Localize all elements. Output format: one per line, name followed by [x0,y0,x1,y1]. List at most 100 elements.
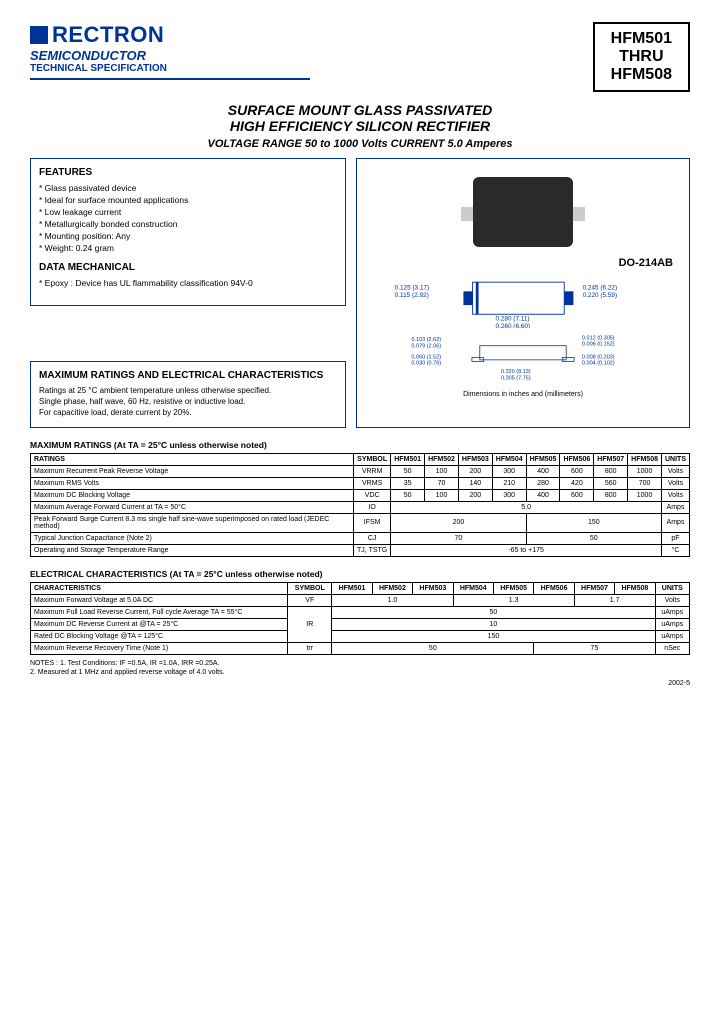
title-line-2: HIGH EFFICIENCY SILICON RECTIFIER [30,118,690,134]
unit-cell: uAmps [655,630,689,642]
value-cell: 150 [526,513,661,532]
svg-text:0.103 (2.62): 0.103 (2.62) [411,337,441,343]
package-label: DO-214AB [373,257,673,269]
value-cell: 600 [560,489,594,501]
table-row: Maximum DC Blocking VoltageVDC5010020030… [31,489,690,501]
value-cell: 400 [526,489,560,501]
unit-cell: Volts [661,465,689,477]
version: 2002-5 [30,680,690,687]
table-row: Maximum RMS VoltsVRMS3570140210280420560… [31,477,690,489]
value-cell: 50 [332,642,534,654]
table-header: HFM501 [332,582,372,594]
value-cell: 140 [458,477,492,489]
notes: NOTES : 1. Test Conditions: IF =0.5A, IR… [30,659,690,679]
value-cell: 800 [594,465,628,477]
symbol-cell: CJ [354,532,391,544]
note-2: 2. Measured at 1 MHz and applied reverse… [30,668,690,678]
value-cell: 400 [526,465,560,477]
table-header: HFM508 [615,582,655,594]
symbol-cell: IO [354,501,391,513]
symbol-cell: VF [288,594,332,606]
symbol-cell: IR [288,606,332,642]
value-cell: 800 [594,489,628,501]
value-cell: 50 [332,606,655,618]
mechanical-item: Epoxy : Device has UL flammability class… [39,277,337,289]
logo: RECTRON [30,22,593,48]
elec-char-table-title: ELECTRICAL CHARACTERISTICS (At TA = 25°C… [30,569,690,579]
value-cell: 70 [425,477,459,489]
table-header: SYMBOL [354,453,391,465]
svg-text:0.260 (6.60): 0.260 (6.60) [496,323,531,328]
rating-label: Maximum Recurrent Peak Reverse Voltage [31,465,354,477]
table-row: Maximum Recurrent Peak Reverse VoltageVR… [31,465,690,477]
table-header: HFM502 [372,582,412,594]
unit-cell: Amps [661,513,689,532]
svg-text:0.030 (0.76): 0.030 (0.76) [411,361,441,367]
rating-label: Maximum DC Reverse Current at @TA = 25°C [31,618,288,630]
feature-item: Low leakage current [39,206,337,218]
svg-text:0.245 (6.22): 0.245 (6.22) [583,285,618,292]
subtitle-semiconductor: SEMICONDUCTOR [30,48,593,63]
table-header: HFM506 [534,582,574,594]
table-row: Maximum Average Forward Current at TA = … [31,501,690,513]
table-header: HFM502 [425,453,459,465]
max-ratings-box: MAXIMUM RATINGS AND ELECTRICAL CHARACTER… [30,361,346,428]
table-header: HFM506 [560,453,594,465]
value-cell: 420 [560,477,594,489]
dimensions-note: Dimensions in inches and (millimeters) [365,391,681,398]
svg-text:0.220 (5.59): 0.220 (5.59) [583,292,618,299]
part-thru: THRU [611,48,672,66]
rating-label: Maximum Full Load Reverse Current, Full … [31,606,288,618]
value-cell: 280 [526,477,560,489]
table-header: HFM504 [492,453,526,465]
data-mechanical-title: DATA MECHANICAL [39,262,337,273]
value-cell: 50 [391,465,425,477]
feature-item: Weight: 0.24 gram [39,242,337,254]
title-line-3: VOLTAGE RANGE 50 to 1000 Volts CURRENT 5… [30,138,690,150]
title-line-1: SURFACE MOUNT GLASS PASSIVATED [30,102,690,118]
value-cell: 560 [594,477,628,489]
features-title: FEATURES [39,167,337,178]
rating-label: Maximum DC Blocking Voltage [31,489,354,501]
max-ratings-title: MAXIMUM RATINGS AND ELECTRICAL CHARACTER… [39,370,337,381]
rating-label: Peak Forward Surge Current 8.3 ms single… [31,513,354,532]
unit-cell: nSec [655,642,689,654]
value-cell: 100 [425,465,459,477]
svg-text:0.079 (2.06): 0.079 (2.06) [411,343,441,349]
symbol-cell: VRMS [354,477,391,489]
package-image [473,177,573,247]
value-cell: 100 [425,489,459,501]
symbol-cell: TJ, TSTG [354,544,391,556]
feature-item: Ideal for surface mounted applications [39,194,337,206]
unit-cell: Volts [661,489,689,501]
table-header: HFM503 [413,582,453,594]
svg-text:0.115 (2.92): 0.115 (2.92) [395,292,429,299]
value-cell: 200 [458,489,492,501]
table-row: Typical Junction Capacitance (Note 2)CJ7… [31,532,690,544]
feature-item: Metallurgically bonded construction [39,218,337,230]
value-cell: 50 [526,532,661,544]
value-cell: 200 [458,465,492,477]
rating-label: Operating and Storage Temperature Range [31,544,354,556]
value-cell: 300 [492,465,526,477]
table-header: HFM508 [628,453,662,465]
table-header: HFM501 [391,453,425,465]
value-cell: 1.7 [574,594,655,606]
part-number-box: HFM501 THRU HFM508 [593,22,690,92]
value-cell: 200 [391,513,526,532]
table-row: Maximum DC Reverse Current at @TA = 25°C… [31,618,690,630]
unit-cell: Amps [661,501,689,513]
symbol-cell: VDC [354,489,391,501]
rating-label: Maximum Average Forward Current at TA = … [31,501,354,513]
svg-text:0.280 (7.11): 0.280 (7.11) [496,316,530,323]
features-list: Glass passivated deviceIdeal for surface… [39,182,337,254]
rating-label: Maximum RMS Volts [31,477,354,489]
svg-text:0.006 (0.152): 0.006 (0.152) [582,342,615,348]
unit-cell: Volts [655,594,689,606]
package-top-diagram: 0.125 (3.17) 0.115 (2.92) 0.245 (6.22) 0… [365,273,681,328]
table-header: RATINGS [31,453,354,465]
subtitle-tech-spec: TECHNICAL SPECIFICATION [30,63,593,74]
table-row: Maximum Full Load Reverse Current, Full … [31,606,690,618]
max-line-2: Single phase, half wave, 60 Hz, resistiv… [39,396,337,407]
symbol-cell: VRRM [354,465,391,477]
